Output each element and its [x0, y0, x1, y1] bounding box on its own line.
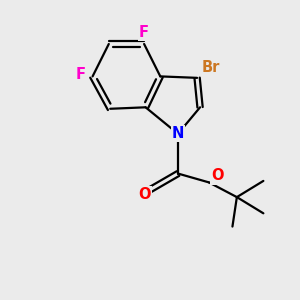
Text: N: N: [172, 126, 184, 141]
Text: O: O: [211, 168, 224, 183]
Text: F: F: [75, 68, 85, 82]
Text: F: F: [139, 25, 149, 40]
Text: O: O: [138, 187, 150, 202]
Text: Br: Br: [202, 60, 220, 75]
